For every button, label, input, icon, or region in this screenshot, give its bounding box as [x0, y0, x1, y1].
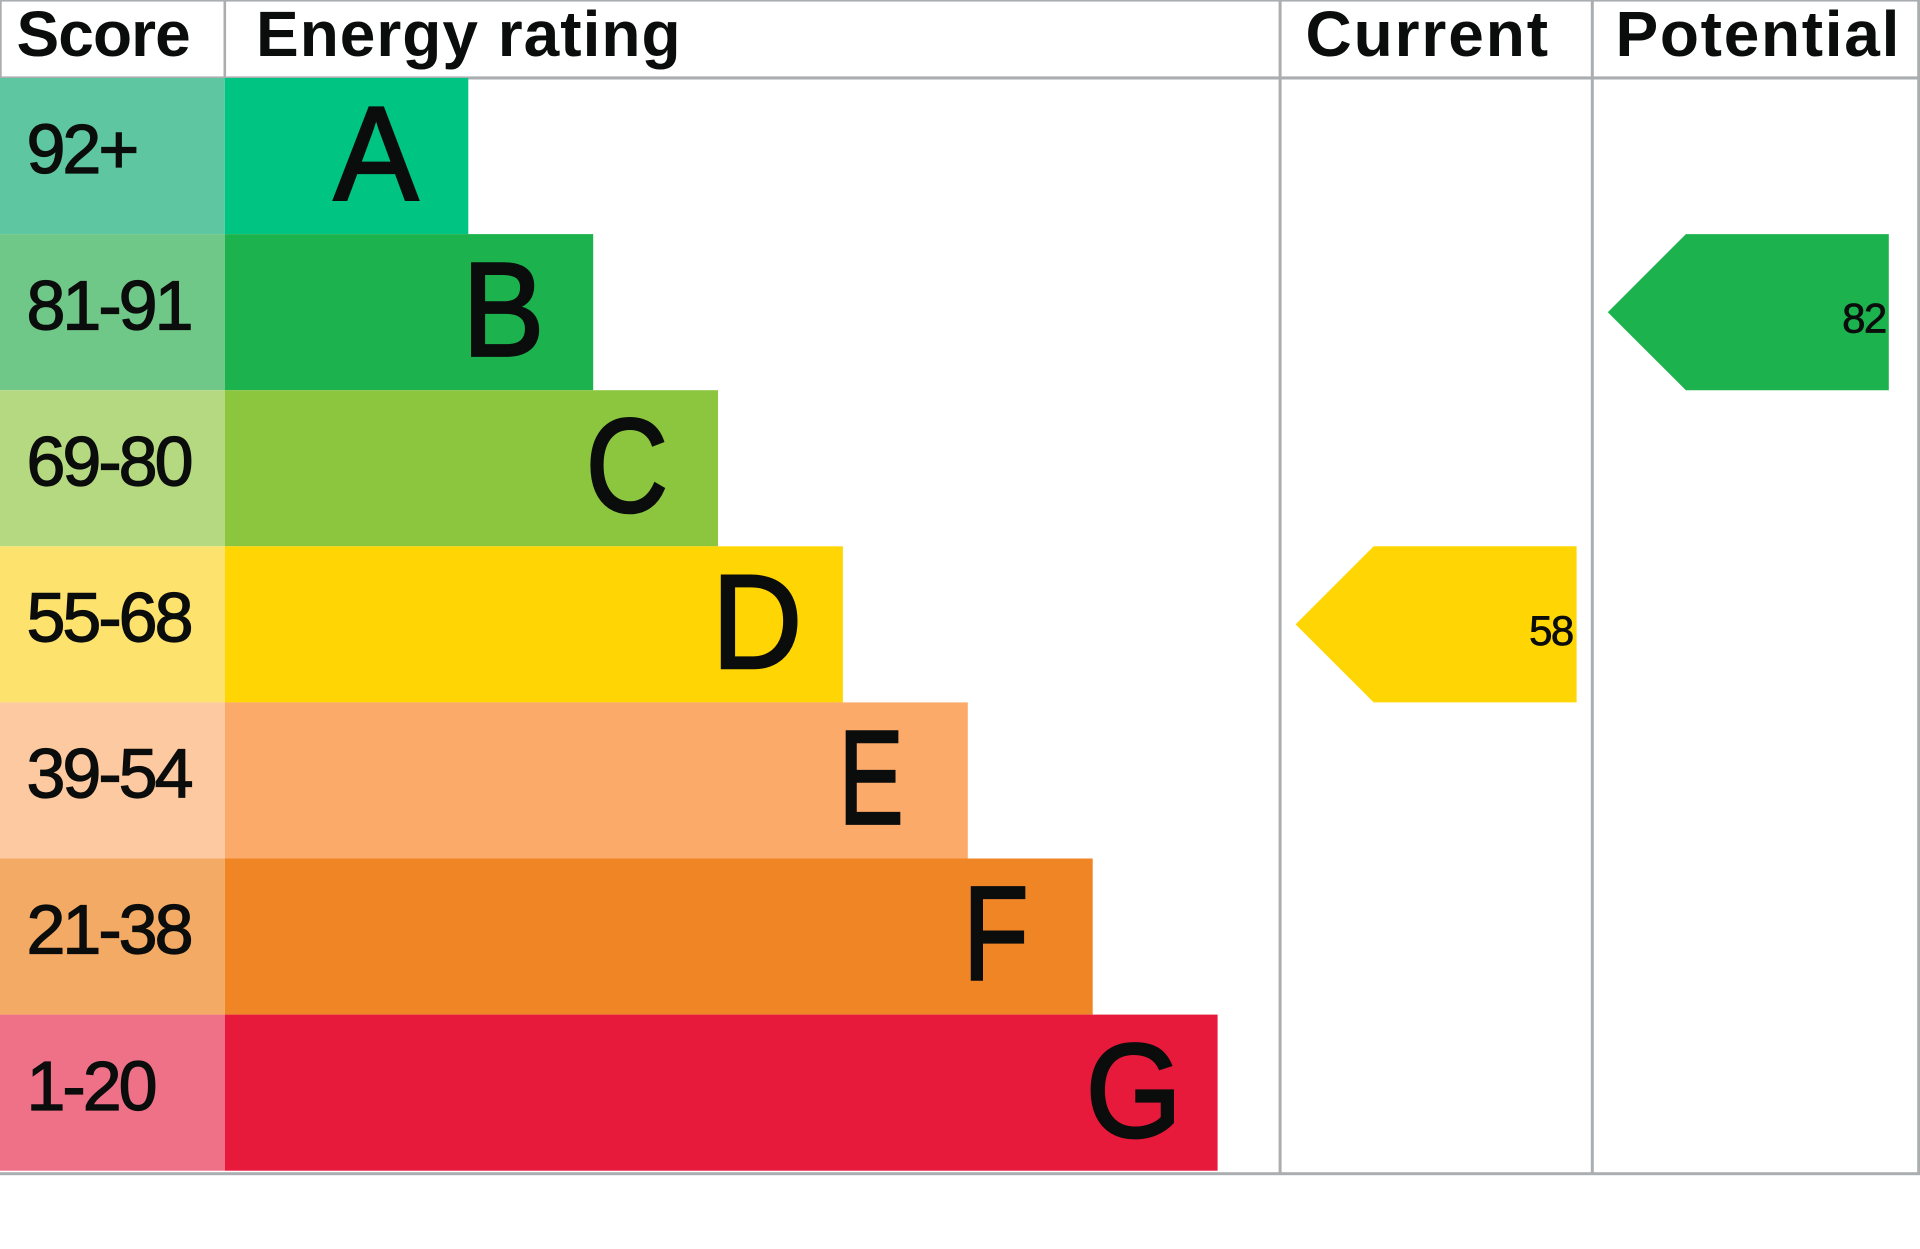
svg-text:21-38: 21-38 [27, 891, 191, 969]
svg-text:Current: Current [1306, 0, 1550, 70]
svg-text:39-54: 39-54 [27, 735, 192, 813]
svg-text:Potential: Potential [1616, 0, 1902, 70]
svg-text:Energy rating: Energy rating [256, 0, 682, 70]
svg-text:58: 58 [1529, 607, 1573, 654]
svg-text:B: B [462, 236, 544, 385]
svg-text:G: G [1086, 1016, 1182, 1165]
svg-text:81-91: 81-91 [27, 266, 191, 344]
svg-text:82: 82 [1842, 295, 1886, 342]
svg-text:1-20: 1-20 [27, 1047, 156, 1125]
svg-text:69-80: 69-80 [27, 422, 192, 500]
svg-text:F: F [963, 858, 1028, 1008]
svg-text:Score: Score [17, 0, 190, 70]
svg-text:55-68: 55-68 [27, 579, 191, 657]
svg-text:E: E [839, 702, 904, 852]
svg-text:D: D [712, 548, 802, 697]
svg-text:C: C [586, 392, 668, 541]
svg-text:92+: 92+ [27, 110, 137, 188]
svg-text:A: A [334, 78, 419, 228]
